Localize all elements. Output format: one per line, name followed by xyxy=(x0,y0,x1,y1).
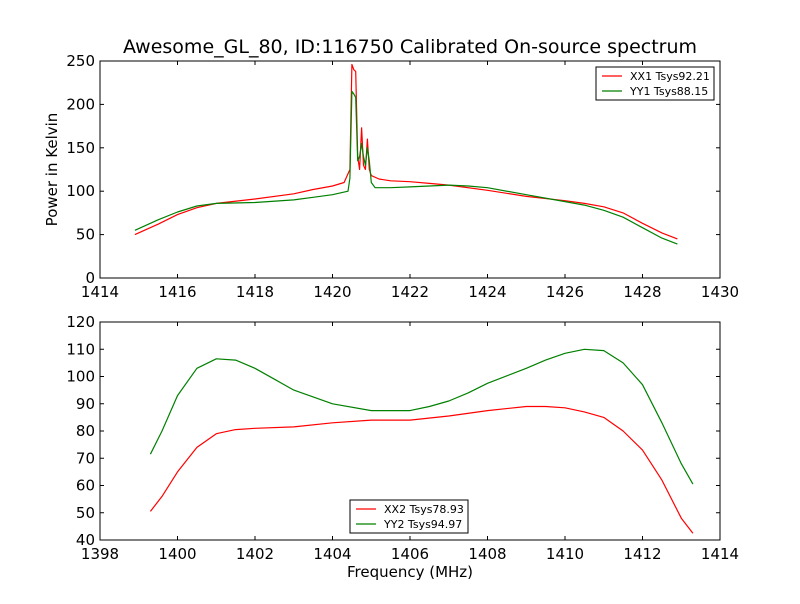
y-tick-label: 40 xyxy=(76,531,95,549)
legend-box xyxy=(349,499,469,534)
series-line-1-1 xyxy=(134,63,678,240)
y-tick-label: 70 xyxy=(76,449,95,467)
y-tick-label: 250 xyxy=(66,52,95,70)
y-tick-label: 50 xyxy=(76,226,95,244)
x-tick-label: 1430 xyxy=(701,283,739,301)
plot-2: 1398 1400 1402 1404 1406 1408 1410 1412 1414 40 50… xyxy=(66,313,739,581)
x-tick-label: 1406 xyxy=(391,545,429,563)
y-tick-label: 90 xyxy=(76,395,95,413)
y-tick-label: 100 xyxy=(66,182,95,200)
x-axis-label: Frequency (MHz) xyxy=(347,563,473,581)
x-tick-label: 1400 xyxy=(158,545,196,563)
x-tick-label: 1420 xyxy=(313,283,351,301)
series-line-2-2 xyxy=(149,348,694,485)
x-tick-label: 1424 xyxy=(468,283,506,301)
x-tick-label: 1398 xyxy=(81,545,119,563)
x-tick-label: 1402 xyxy=(236,545,274,563)
x-tick-label: 1408 xyxy=(468,545,506,563)
y-tick-label: 110 xyxy=(66,340,95,358)
y-tick-label: 200 xyxy=(66,95,95,113)
x-tick-label: 1414 xyxy=(81,283,119,301)
x-tick-label: 1416 xyxy=(158,283,196,301)
legend-box xyxy=(595,66,715,101)
y-tick-label: 50 xyxy=(76,504,95,522)
x-tick-label: 1418 xyxy=(236,283,274,301)
series-line-2-1 xyxy=(149,405,694,534)
y-tick-label: 120 xyxy=(66,313,95,331)
x-tick-label: 1422 xyxy=(391,283,429,301)
legend-1: XX1 Tsys92.21 YY1 Tsys88.15 xyxy=(595,66,715,101)
y-axis-label: Power in Kelvin xyxy=(43,113,61,227)
x-tick-label: 1414 xyxy=(701,545,739,563)
y-tick-label: 150 xyxy=(66,139,95,157)
legend-entry: XX2 Tsys78.93 xyxy=(384,503,464,516)
legend-entry: XX1 Tsys92.21 xyxy=(630,70,710,83)
legend-2: XX2 Tsys78.93 YY2 Tsys94.97 xyxy=(349,499,469,534)
x-tick-label: 1404 xyxy=(313,545,351,563)
y-tick-label: 0 xyxy=(85,269,95,287)
x-tick-label: 1428 xyxy=(623,283,661,301)
y-tick-label: 100 xyxy=(66,368,95,386)
x-tick-label: 1412 xyxy=(623,545,661,563)
plot-1: 1414 1416 1418 1420 1422 1424 1426 1428 1430 0 50 1… xyxy=(43,36,739,301)
legend-entry: YY2 Tsys94.97 xyxy=(383,518,462,531)
chart-title: Awesome_GL_80, ID:116750 Calibrated On-s… xyxy=(123,36,697,58)
y-tick-label: 60 xyxy=(76,477,95,495)
y-tick-label: 80 xyxy=(76,422,95,440)
x-tick-label: 1426 xyxy=(546,283,584,301)
series-line-1-2 xyxy=(134,90,678,245)
x-tick-label: 1410 xyxy=(546,545,584,563)
legend-entry: YY1 Tsys88.15 xyxy=(629,85,708,98)
